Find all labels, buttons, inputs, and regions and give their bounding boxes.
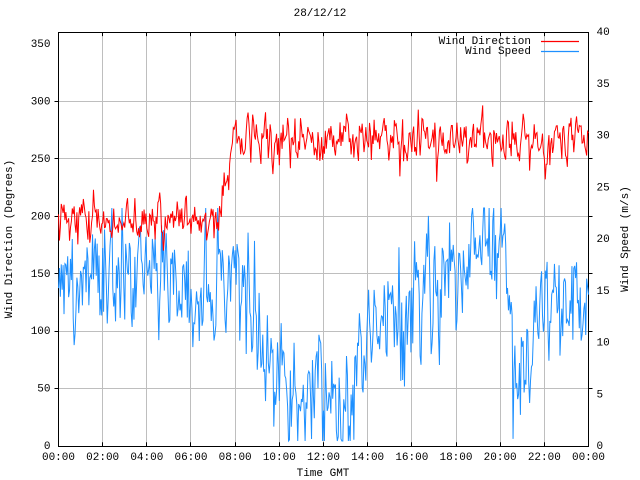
svg-text:50: 50	[37, 384, 50, 396]
svg-text:12:00: 12:00	[307, 452, 340, 464]
svg-text:150: 150	[31, 269, 51, 281]
svg-text:22:00: 22:00	[528, 452, 561, 464]
svg-text:40: 40	[597, 27, 610, 39]
svg-text:Time GMT: Time GMT	[297, 468, 350, 480]
svg-text:5: 5	[597, 389, 604, 401]
svg-text:10:00: 10:00	[263, 452, 296, 464]
svg-text:35: 35	[597, 79, 610, 91]
svg-text:30: 30	[597, 131, 610, 143]
svg-text:Wind Direction (Degrees): Wind Direction (Degrees)	[4, 160, 16, 318]
svg-text:250: 250	[31, 154, 51, 166]
svg-text:10: 10	[597, 338, 610, 350]
svg-text:100: 100	[31, 326, 51, 338]
svg-text:20:00: 20:00	[484, 452, 517, 464]
svg-text:25: 25	[597, 182, 610, 194]
svg-text:300: 300	[31, 96, 51, 108]
svg-text:350: 350	[31, 39, 51, 51]
svg-text:Wind Speed (m/s): Wind Speed (m/s)	[620, 186, 632, 292]
svg-text:08:00: 08:00	[219, 452, 252, 464]
svg-text:06:00: 06:00	[174, 452, 207, 464]
svg-text:200: 200	[31, 211, 51, 223]
svg-text:04:00: 04:00	[130, 452, 163, 464]
svg-text:16:00: 16:00	[395, 452, 428, 464]
svg-text:00:00: 00:00	[42, 452, 75, 464]
svg-text:Wind Speed: Wind Speed	[465, 46, 531, 58]
svg-text:14:00: 14:00	[351, 452, 384, 464]
svg-text:20: 20	[597, 234, 610, 246]
svg-text:02:00: 02:00	[86, 452, 119, 464]
svg-text:15: 15	[597, 286, 610, 298]
svg-text:00:00: 00:00	[572, 452, 605, 464]
svg-text:18:00: 18:00	[439, 452, 472, 464]
svg-text:28/12/12: 28/12/12	[294, 8, 347, 20]
